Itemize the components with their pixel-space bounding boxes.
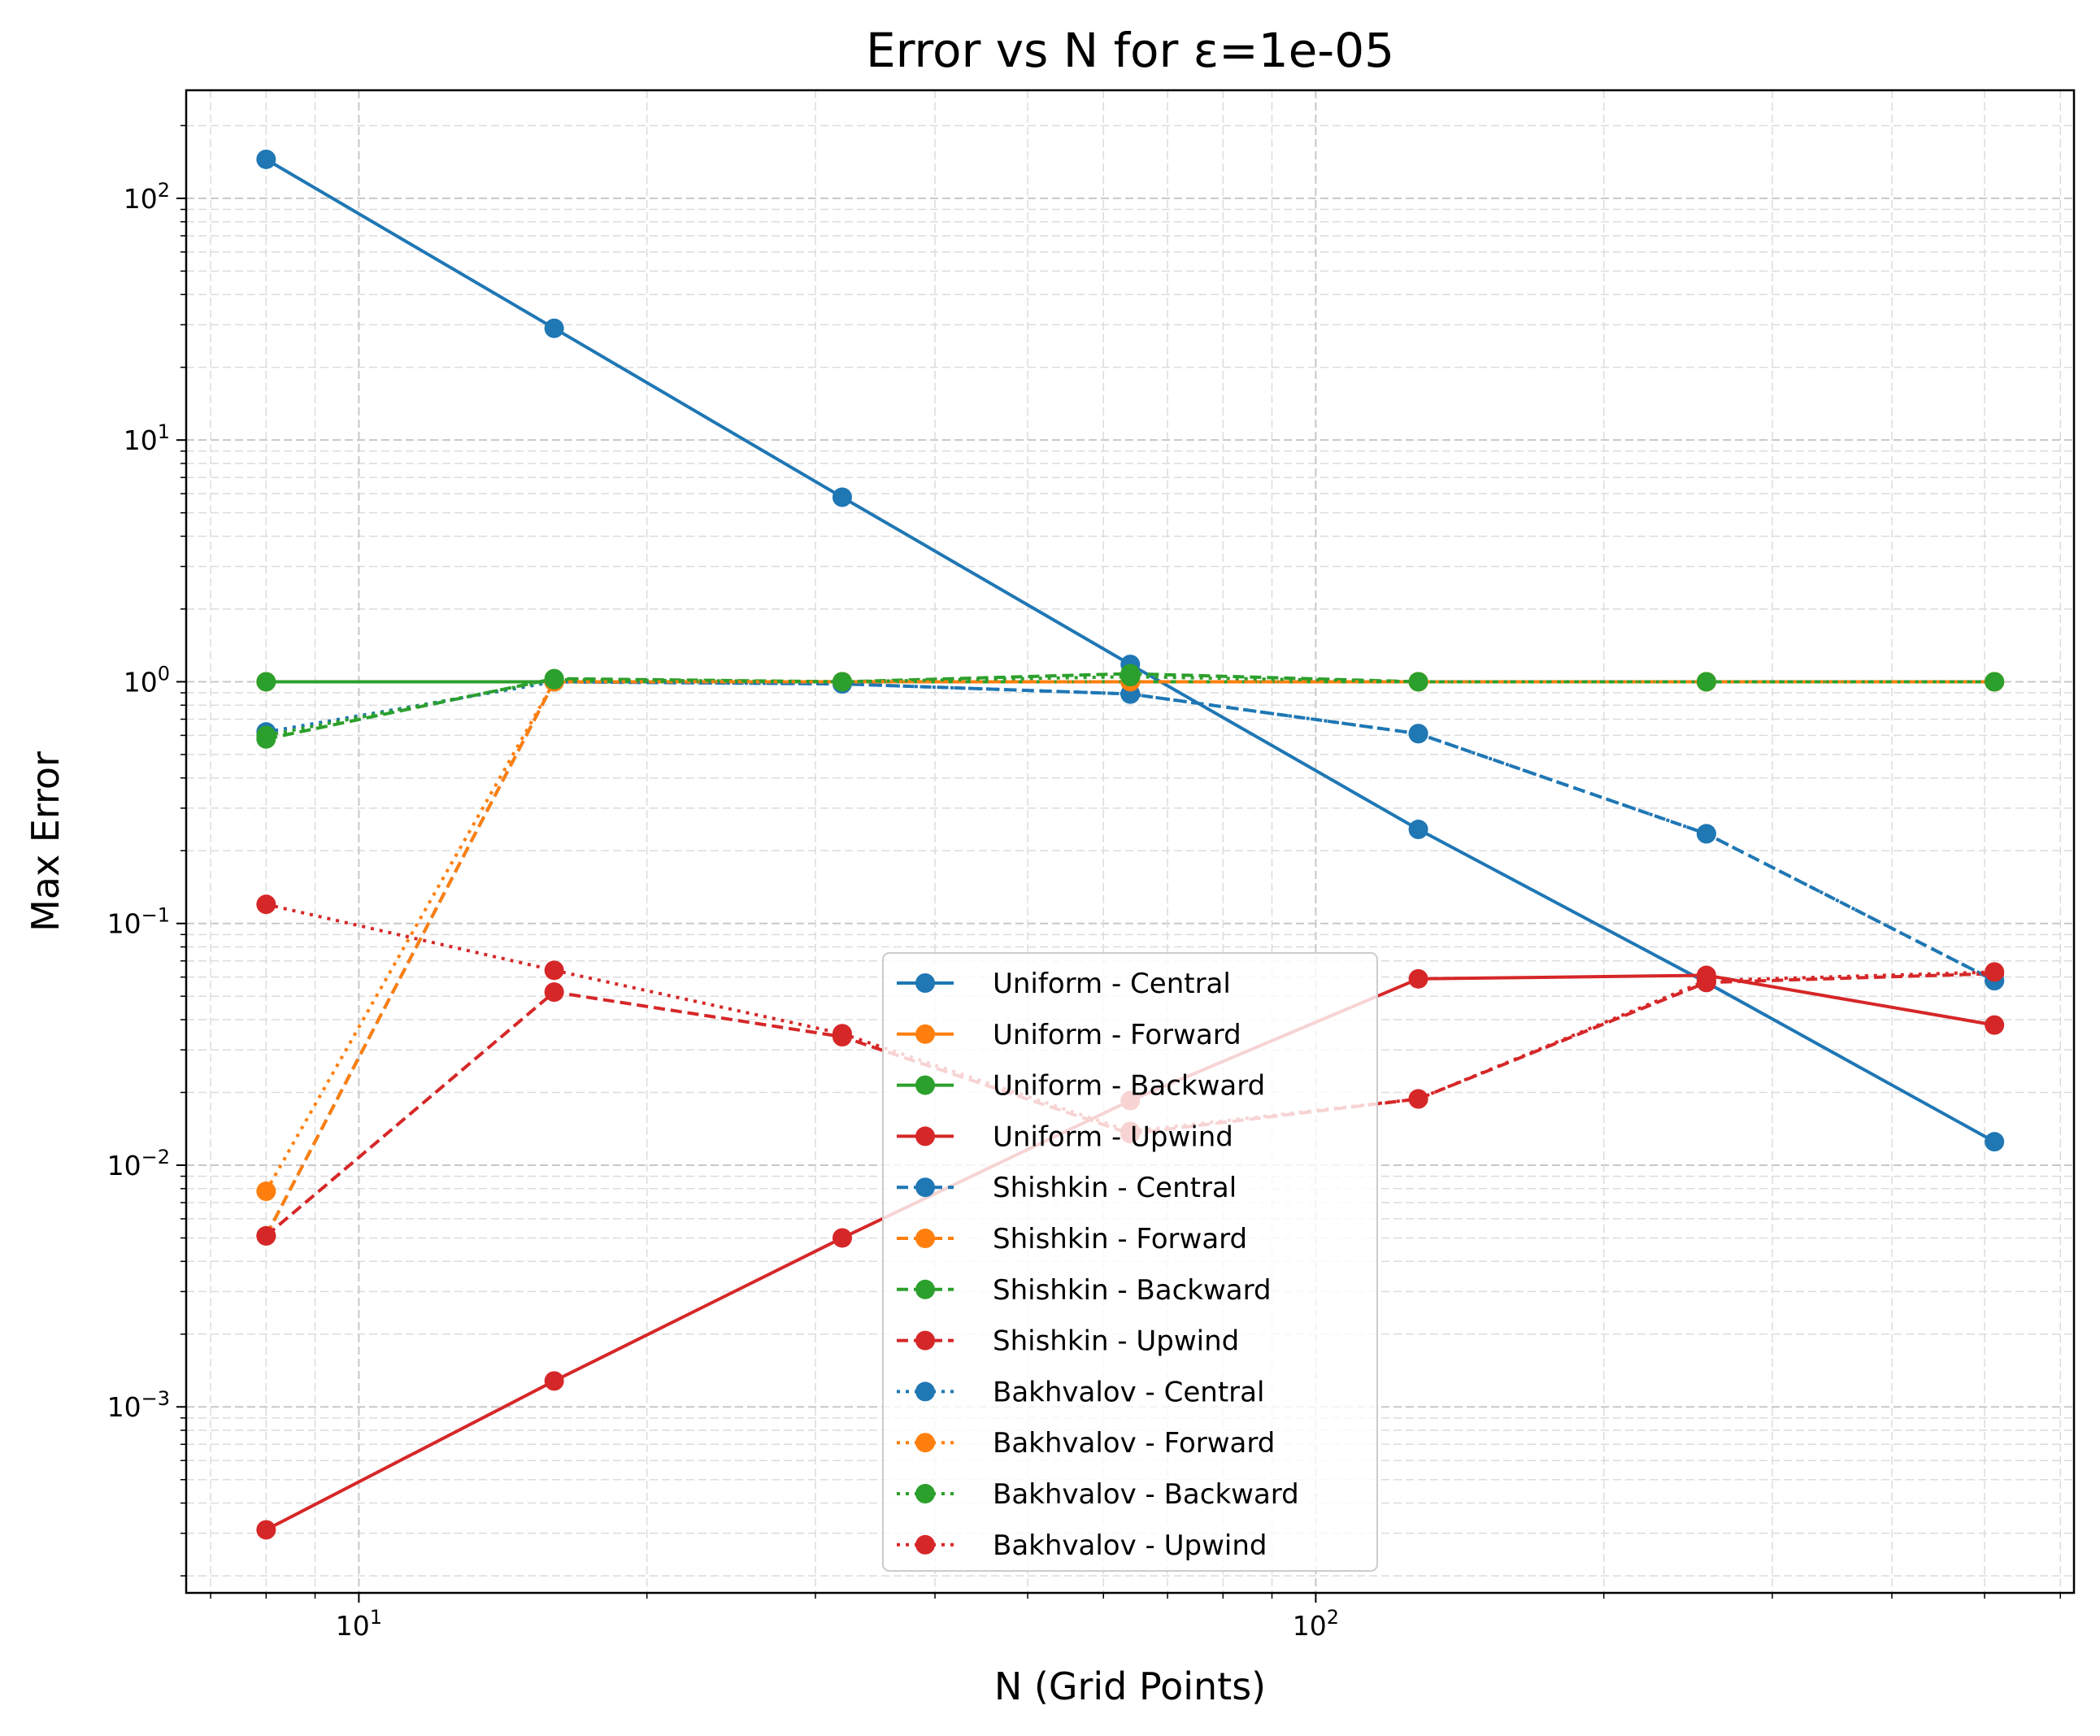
legend-label: Uniform - Forward — [993, 1019, 1241, 1051]
data-point — [1408, 820, 1428, 840]
legend-marker — [915, 973, 935, 993]
legend-entry: Uniform - Upwind — [897, 1120, 1233, 1153]
data-point — [256, 1181, 276, 1202]
legend-entry: Shishkin - Central — [897, 1172, 1237, 1204]
data-point — [1696, 971, 1716, 991]
legend-marker — [915, 1177, 935, 1198]
legend-entry: Bakhvalov - Upwind — [897, 1529, 1267, 1562]
legend-label: Shishkin - Forward — [993, 1223, 1247, 1255]
legend: Uniform - Central Uniform - Forward Unifor… — [882, 952, 1378, 1572]
y-tick-label: 10−2 — [107, 1146, 170, 1181]
data-point — [544, 960, 564, 981]
data-point — [1408, 672, 1428, 692]
legend-marker — [915, 1381, 935, 1402]
data-point — [1120, 667, 1141, 687]
data-point — [1985, 1015, 2005, 1035]
data-point — [832, 1024, 852, 1044]
legend-entry: Shishkin - Forward — [897, 1223, 1247, 1255]
data-point — [1985, 962, 2005, 982]
y-axis-label: Max Error — [24, 751, 67, 932]
y-tick-label: 101 — [124, 420, 170, 456]
legend-marker — [915, 1534, 935, 1555]
plot-frame — [185, 89, 2076, 1595]
legend-marker — [915, 1484, 935, 1503]
axis-ticks: 10−3 10−2 10−1 100 101 102 101 102 — [107, 124, 2061, 1642]
data-point — [544, 669, 564, 690]
y-tick-label: 10−3 — [107, 1387, 170, 1423]
data-point — [832, 672, 852, 692]
data-point — [544, 982, 564, 1003]
data-point — [544, 1371, 564, 1391]
data-point — [1985, 672, 2005, 692]
legend-label: Shishkin - Backward — [993, 1274, 1272, 1307]
plot-series — [256, 149, 2005, 1540]
legend-label: Bakhvalov - Upwind — [993, 1529, 1267, 1562]
legend-entry: Uniform - Forward — [897, 1019, 1241, 1051]
data-point — [832, 1228, 852, 1248]
legend-marker — [915, 1229, 935, 1248]
data-point — [544, 318, 564, 338]
data-point — [1985, 1132, 2005, 1152]
data-point — [1696, 824, 1716, 844]
legend-label: Shishkin - Central — [993, 1172, 1237, 1204]
data-point — [1408, 1089, 1428, 1109]
data-point — [256, 894, 276, 915]
data-point — [256, 672, 276, 692]
legend-label: Uniform - Backward — [993, 1070, 1265, 1103]
legend-marker — [915, 1279, 935, 1299]
legend-label: Bakhvalov - Forward — [993, 1427, 1275, 1460]
data-point — [1408, 724, 1428, 744]
legend-marker — [915, 1075, 935, 1095]
legend-entry: Bakhvalov - Forward — [897, 1427, 1275, 1460]
legend-entry: Bakhvalov - Backward — [897, 1478, 1299, 1511]
legend-entry: Shishkin - Upwind — [897, 1325, 1239, 1358]
legend-marker — [915, 1433, 935, 1453]
data-point — [1696, 672, 1716, 692]
data-point — [256, 1225, 276, 1246]
legend-entry: Uniform - Backward — [897, 1070, 1265, 1103]
legend-label: Bakhvalov - Backward — [993, 1478, 1299, 1511]
data-point — [256, 1520, 276, 1540]
x-tick-label: 102 — [1293, 1606, 1339, 1642]
legend-marker — [915, 1330, 935, 1351]
legend-marker — [915, 1024, 935, 1044]
chart-title: Error vs N for ε=1e-05 — [866, 23, 1394, 78]
data-point — [256, 725, 276, 746]
legend-label: Bakhvalov - Central — [993, 1376, 1264, 1408]
legend-box — [882, 952, 1378, 1572]
legend-entry: Uniform - Central — [897, 968, 1231, 1000]
y-tick-label: 100 — [124, 662, 170, 698]
series-bakhvalov-backward — [256, 667, 2005, 746]
data-point — [832, 487, 852, 507]
legend-entry: Bakhvalov - Central — [897, 1376, 1264, 1408]
x-tick-label: 101 — [336, 1606, 382, 1642]
legend-label: Uniform - Upwind — [993, 1120, 1233, 1153]
data-point — [1408, 968, 1428, 989]
x-axis-label: N (Grid Points) — [994, 1664, 1266, 1708]
y-tick-label: 102 — [124, 179, 170, 215]
y-tick-label: 10−1 — [107, 904, 170, 940]
legend-label: Shishkin - Upwind — [993, 1325, 1239, 1358]
legend-marker — [915, 1126, 935, 1146]
data-point — [256, 149, 276, 169]
legend-entry: Shishkin - Backward — [897, 1274, 1272, 1307]
legend-label: Uniform - Central — [993, 968, 1231, 1000]
